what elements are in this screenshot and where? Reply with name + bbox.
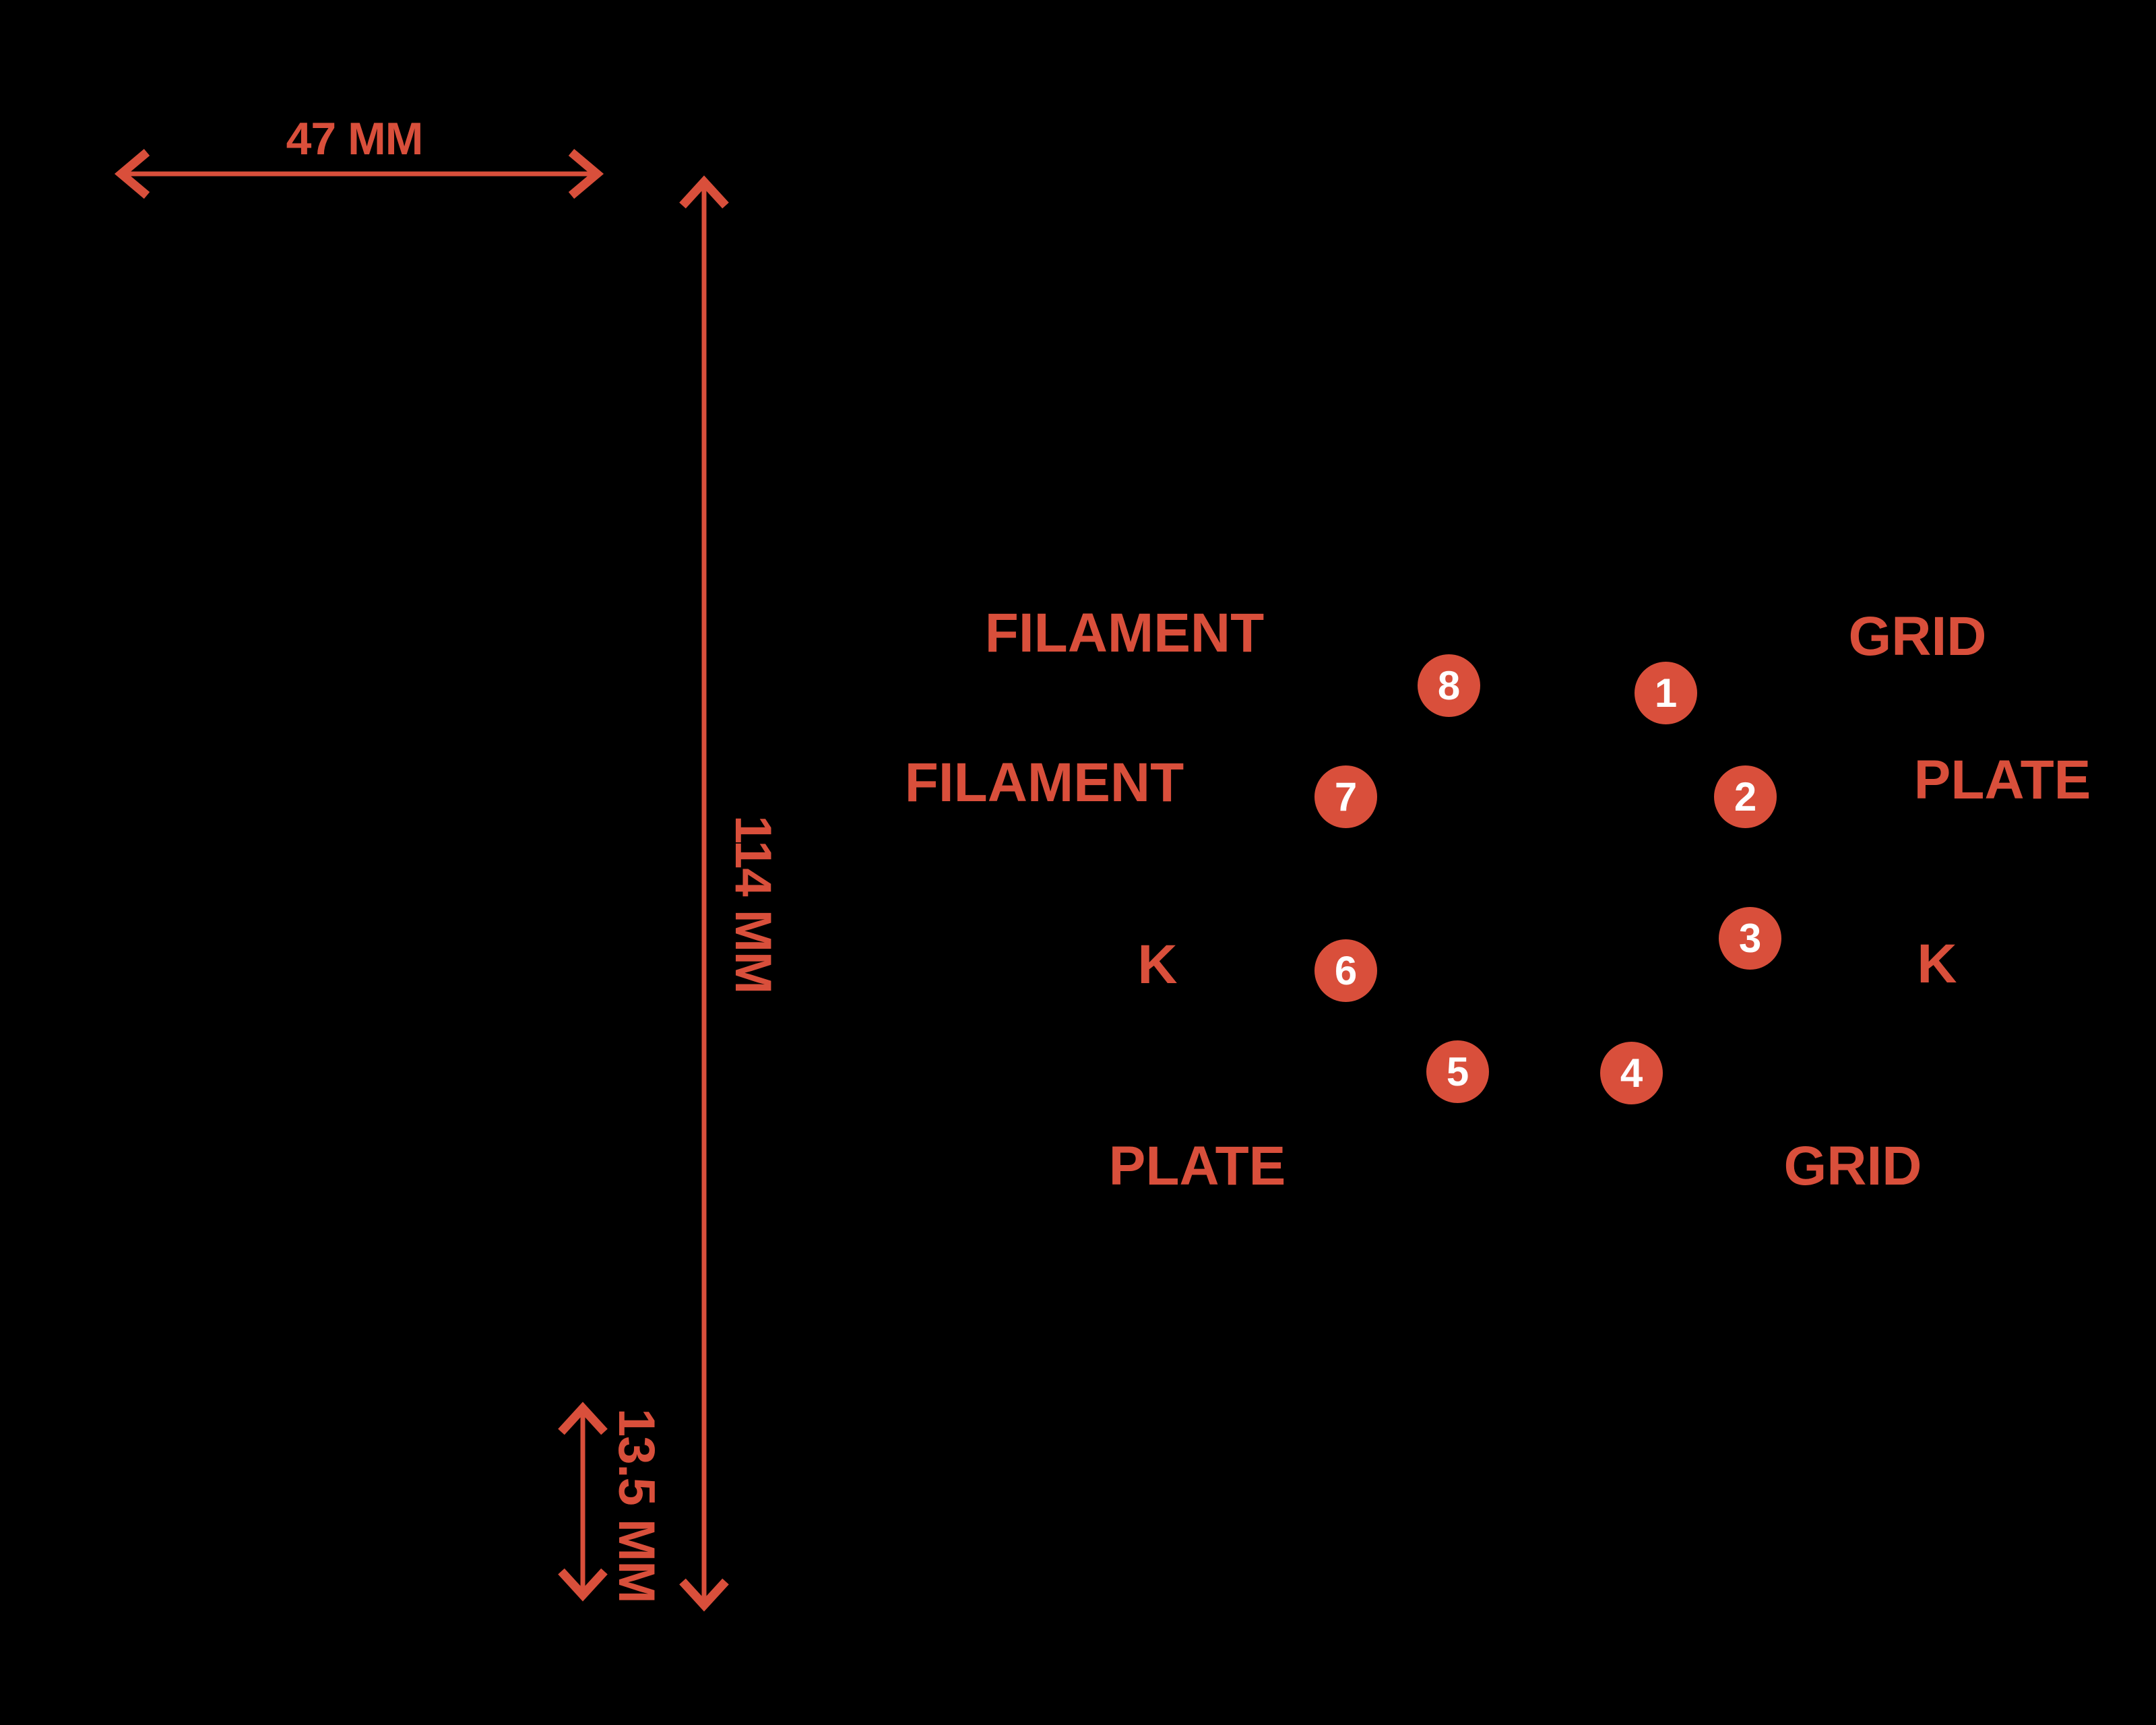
socket-base-silhouette bbox=[1199, 526, 1900, 1226]
pin-6-marker: 6 bbox=[1314, 939, 1377, 1002]
pin-1-function-label: GRID bbox=[1848, 606, 1987, 667]
pin-length-dimension-label: 13.5 MM bbox=[608, 1408, 665, 1603]
pin-8-function-label: FILAMENT bbox=[984, 602, 1265, 664]
pin-5-marker: 5 bbox=[1426, 1040, 1489, 1103]
pin-8-marker: 8 bbox=[1418, 654, 1480, 717]
pin-1-marker: 1 bbox=[1635, 662, 1697, 724]
pin-4-function-label: GRID bbox=[1783, 1135, 1922, 1197]
pin-7-function-label: FILAMENT bbox=[904, 752, 1184, 813]
pin-2-function-label: PLATE bbox=[1913, 749, 2091, 811]
pin-7-marker: 7 bbox=[1314, 765, 1377, 828]
tube-body-silhouette bbox=[67, 120, 755, 1610]
tube-height-dimension-label: 114 MM bbox=[724, 815, 782, 994]
tube-width-dimension-label: 47 MM bbox=[286, 113, 424, 164]
pin-5-function-label: PLATE bbox=[1108, 1135, 1286, 1197]
pin-3-marker: 3 bbox=[1719, 907, 1781, 970]
pin-4-marker: 4 bbox=[1600, 1042, 1663, 1104]
pin-2-marker: 2 bbox=[1714, 765, 1777, 828]
pin-3-function-label: K bbox=[1917, 933, 1957, 995]
pin-6-function-label: K bbox=[1137, 934, 1178, 995]
